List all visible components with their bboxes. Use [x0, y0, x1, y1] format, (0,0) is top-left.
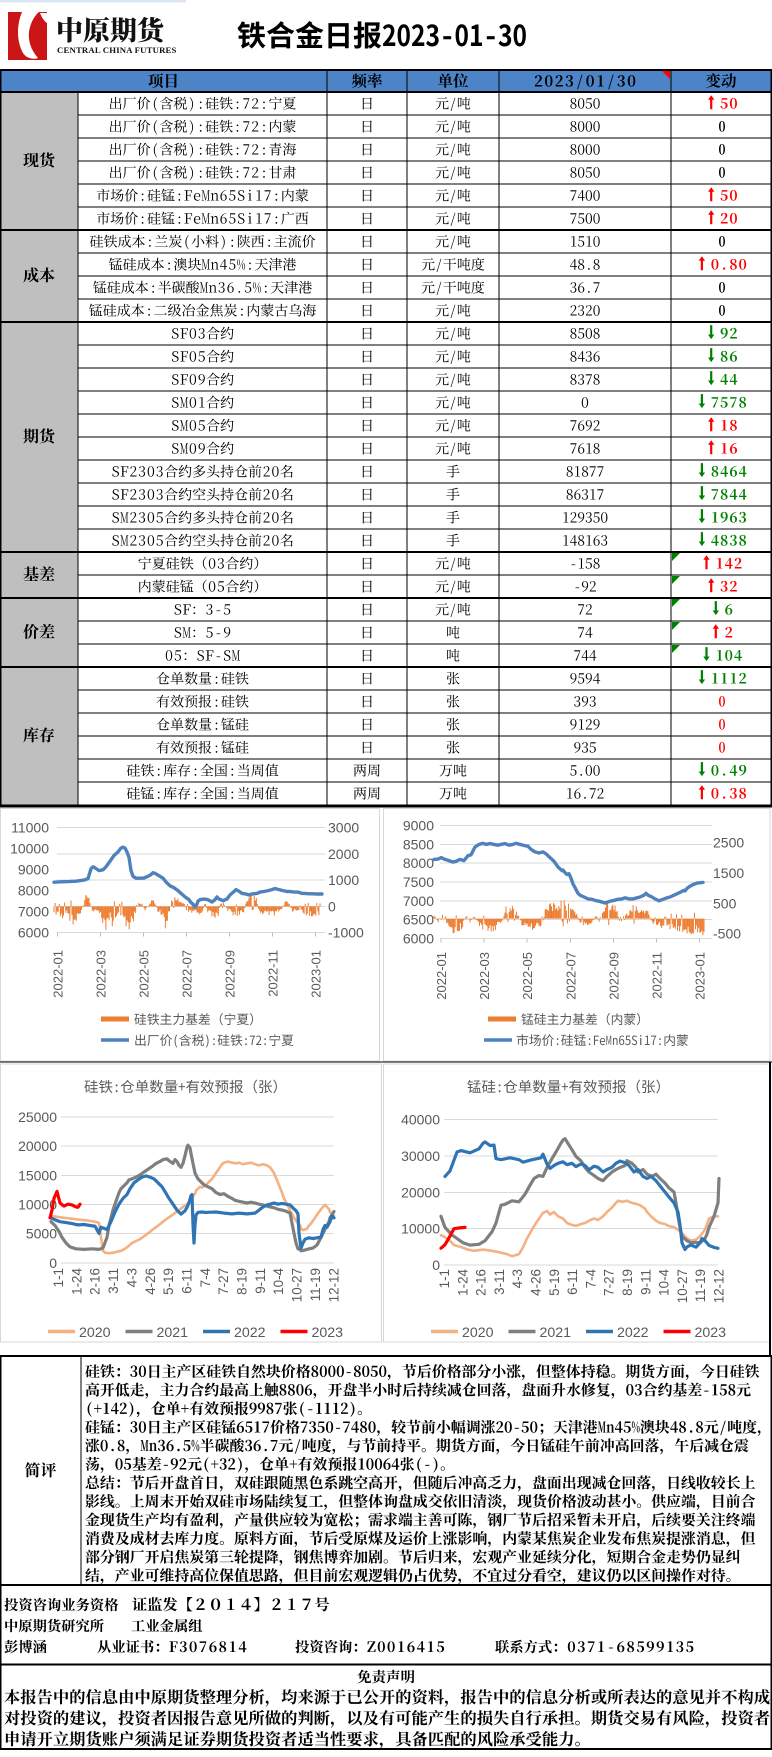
- svg-text:9000: 9000: [403, 818, 434, 834]
- svg-text:2000: 2000: [328, 846, 359, 862]
- svg-text:2022-11: 2022-11: [650, 952, 665, 999]
- svg-text:2022-05: 2022-05: [137, 950, 152, 998]
- svg-text:2-16: 2-16: [88, 1268, 103, 1295]
- svg-text:8500: 8500: [403, 836, 434, 852]
- svg-text:11-19: 11-19: [693, 1269, 708, 1302]
- svg-text:10-27: 10-27: [675, 1269, 690, 1303]
- svg-text:11000: 11000: [11, 820, 49, 836]
- svg-text:0: 0: [49, 1255, 57, 1271]
- svg-text:7-27: 7-27: [216, 1268, 231, 1295]
- svg-text:12-12: 12-12: [326, 1268, 341, 1302]
- svg-text:30000: 30000: [401, 1148, 440, 1164]
- svg-text:1500: 1500: [713, 865, 744, 881]
- svg-text:2022: 2022: [234, 1325, 266, 1341]
- svg-text:2022-01: 2022-01: [51, 950, 66, 998]
- svg-text:1000: 1000: [328, 872, 359, 888]
- svg-text:8-19: 8-19: [235, 1268, 250, 1295]
- svg-text:CENTRAL CHINA FUTURES: CENTRAL CHINA FUTURES: [57, 45, 177, 55]
- svg-text:8000: 8000: [403, 855, 434, 871]
- svg-text:3000: 3000: [328, 820, 359, 836]
- svg-text:7500: 7500: [403, 874, 434, 890]
- svg-text:2020: 2020: [462, 1325, 494, 1341]
- svg-text:2022-03: 2022-03: [477, 952, 492, 1000]
- svg-text:2021: 2021: [157, 1325, 189, 1341]
- svg-text:6000: 6000: [18, 925, 49, 941]
- svg-text:6-11: 6-11: [179, 1268, 194, 1294]
- svg-text:2022-11: 2022-11: [266, 950, 281, 997]
- svg-text:6500: 6500: [403, 912, 434, 928]
- svg-text:4-3: 4-3: [510, 1269, 525, 1288]
- svg-text:10-4: 10-4: [657, 1268, 672, 1295]
- svg-text:2023-01: 2023-01: [693, 952, 708, 1000]
- svg-text:5000: 5000: [26, 1226, 57, 1242]
- svg-text:7-4: 7-4: [583, 1268, 598, 1288]
- svg-text:6-11: 6-11: [565, 1269, 580, 1295]
- svg-text:-1000: -1000: [328, 925, 364, 941]
- svg-text:7-27: 7-27: [602, 1269, 617, 1296]
- svg-text:2-16: 2-16: [474, 1269, 489, 1296]
- svg-text:8-19: 8-19: [620, 1269, 635, 1296]
- svg-text:-500: -500: [713, 926, 741, 942]
- svg-text:10000: 10000: [10, 841, 49, 857]
- svg-text:2022-09: 2022-09: [223, 950, 238, 998]
- svg-text:5-19: 5-19: [161, 1268, 176, 1295]
- svg-text:8000: 8000: [18, 883, 49, 899]
- svg-text:2022-07: 2022-07: [180, 950, 195, 998]
- svg-text:40000: 40000: [401, 1112, 440, 1128]
- svg-text:9-11: 9-11: [253, 1268, 268, 1294]
- svg-text:15000: 15000: [18, 1167, 57, 1183]
- svg-text:2022-07: 2022-07: [563, 952, 578, 1000]
- svg-text:0: 0: [432, 1257, 440, 1273]
- svg-text:10000: 10000: [401, 1221, 440, 1237]
- svg-text:2023-01: 2023-01: [309, 950, 324, 998]
- svg-text:2022: 2022: [617, 1325, 649, 1341]
- svg-text:25000: 25000: [18, 1109, 57, 1125]
- svg-text:1-24: 1-24: [69, 1268, 84, 1295]
- svg-text:4-26: 4-26: [529, 1269, 544, 1296]
- svg-text:1-1: 1-1: [437, 1269, 452, 1288]
- svg-text:3-11: 3-11: [492, 1269, 507, 1295]
- svg-text:7000: 7000: [403, 893, 434, 909]
- svg-text:4-26: 4-26: [143, 1268, 158, 1295]
- svg-text:2023: 2023: [312, 1325, 344, 1341]
- svg-text:10000: 10000: [18, 1197, 57, 1213]
- svg-text:7000: 7000: [18, 904, 49, 920]
- svg-text:1-1: 1-1: [51, 1268, 66, 1287]
- svg-text:7-4: 7-4: [198, 1267, 213, 1287]
- svg-text:2022-01: 2022-01: [434, 952, 449, 1000]
- svg-text:5-19: 5-19: [547, 1269, 562, 1296]
- svg-text:2020: 2020: [79, 1325, 111, 1341]
- svg-text:2021: 2021: [540, 1325, 572, 1341]
- svg-text:500: 500: [713, 895, 737, 911]
- svg-text:10-4: 10-4: [271, 1267, 286, 1294]
- svg-text:0: 0: [328, 898, 336, 914]
- svg-text:11-19: 11-19: [308, 1268, 323, 1301]
- svg-text:9-11: 9-11: [638, 1269, 653, 1295]
- svg-text:4-3: 4-3: [124, 1268, 139, 1287]
- svg-text:6000: 6000: [403, 930, 434, 946]
- svg-text:2022-05: 2022-05: [520, 952, 535, 1000]
- svg-text:10-27: 10-27: [290, 1268, 305, 1302]
- svg-text:2500: 2500: [713, 835, 744, 851]
- svg-text:20000: 20000: [18, 1138, 57, 1154]
- svg-text:9000: 9000: [18, 862, 49, 878]
- svg-text:2023: 2023: [695, 1325, 727, 1341]
- svg-text:1-24: 1-24: [455, 1268, 470, 1295]
- svg-text:2022-03: 2022-03: [94, 950, 109, 998]
- svg-text:3-11: 3-11: [106, 1268, 121, 1294]
- svg-text:20000: 20000: [401, 1184, 440, 1200]
- svg-text:2022-09: 2022-09: [606, 952, 621, 1000]
- svg-text:12-12: 12-12: [712, 1269, 727, 1303]
